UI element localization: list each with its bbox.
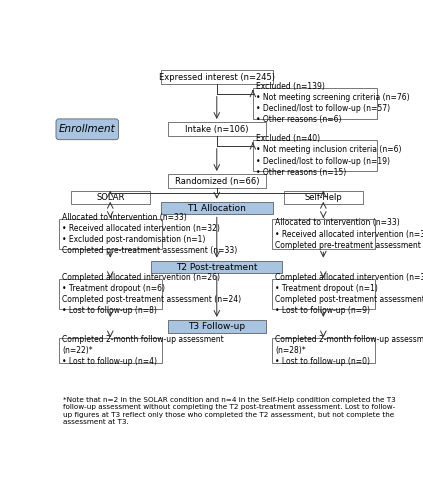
FancyBboxPatch shape [253, 140, 377, 171]
Text: Self-Help: Self-Help [305, 193, 342, 202]
FancyBboxPatch shape [59, 218, 162, 250]
FancyBboxPatch shape [284, 191, 363, 204]
FancyBboxPatch shape [272, 218, 375, 250]
Text: Completed allocated intervention (n=32)
• Treatment dropout (n=1)
Completed post: Completed allocated intervention (n=32) … [275, 273, 423, 315]
Text: Completed 2-month follow-up assessment
(n=28)*
• Lost to follow-up (n=0): Completed 2-month follow-up assessment (… [275, 335, 423, 366]
FancyBboxPatch shape [168, 320, 266, 332]
Text: T1 Allocation: T1 Allocation [187, 204, 246, 212]
Text: Completed 2-month follow-up assessment
(n=22)*
• Lost to follow-up (n=4): Completed 2-month follow-up assessment (… [62, 335, 224, 366]
Text: SOLAR: SOLAR [96, 193, 124, 202]
Text: Completed allocated intervention (n=26)
• Treatment dropout (n=6)
Completed post: Completed allocated intervention (n=26) … [62, 273, 241, 315]
Text: Randomized (n=66): Randomized (n=66) [175, 177, 259, 186]
Text: *Note that n=2 in the SOLAR condition and n=4 in the Self-Help condition complet: *Note that n=2 in the SOLAR condition an… [63, 397, 396, 426]
FancyBboxPatch shape [151, 261, 282, 274]
Text: Allocated to intervention (n=33)
• Received allocated intervention (n=33)
Comple: Allocated to intervention (n=33) • Recei… [275, 218, 423, 250]
Text: Excluded (n=40)
• Not meeting inclusion criteria (n=6)
• Declined/lost to follow: Excluded (n=40) • Not meeting inclusion … [256, 134, 401, 176]
FancyBboxPatch shape [71, 191, 150, 204]
FancyBboxPatch shape [59, 338, 162, 363]
FancyBboxPatch shape [56, 119, 118, 140]
FancyBboxPatch shape [168, 122, 266, 136]
Text: T2 Post-treatment: T2 Post-treatment [176, 262, 258, 272]
Text: Enrollment: Enrollment [59, 124, 115, 134]
FancyBboxPatch shape [168, 174, 266, 188]
Text: Expressed interest (n=245): Expressed interest (n=245) [159, 73, 275, 82]
Text: Allocated to intervention (n=33)
• Received allocated intervention (n=32)
• Excl: Allocated to intervention (n=33) • Recei… [62, 213, 237, 255]
FancyBboxPatch shape [161, 202, 272, 214]
FancyBboxPatch shape [253, 88, 377, 118]
FancyBboxPatch shape [59, 278, 162, 310]
Text: Intake (n=106): Intake (n=106) [185, 125, 249, 134]
Text: T3 Follow-up: T3 Follow-up [188, 322, 245, 331]
FancyBboxPatch shape [272, 338, 375, 363]
Text: Excluded (n=139)
• Not meeting screening criteria (n=76)
• Declined/lost to foll: Excluded (n=139) • Not meeting screening… [256, 82, 410, 124]
FancyBboxPatch shape [272, 278, 375, 310]
FancyBboxPatch shape [161, 70, 272, 85]
